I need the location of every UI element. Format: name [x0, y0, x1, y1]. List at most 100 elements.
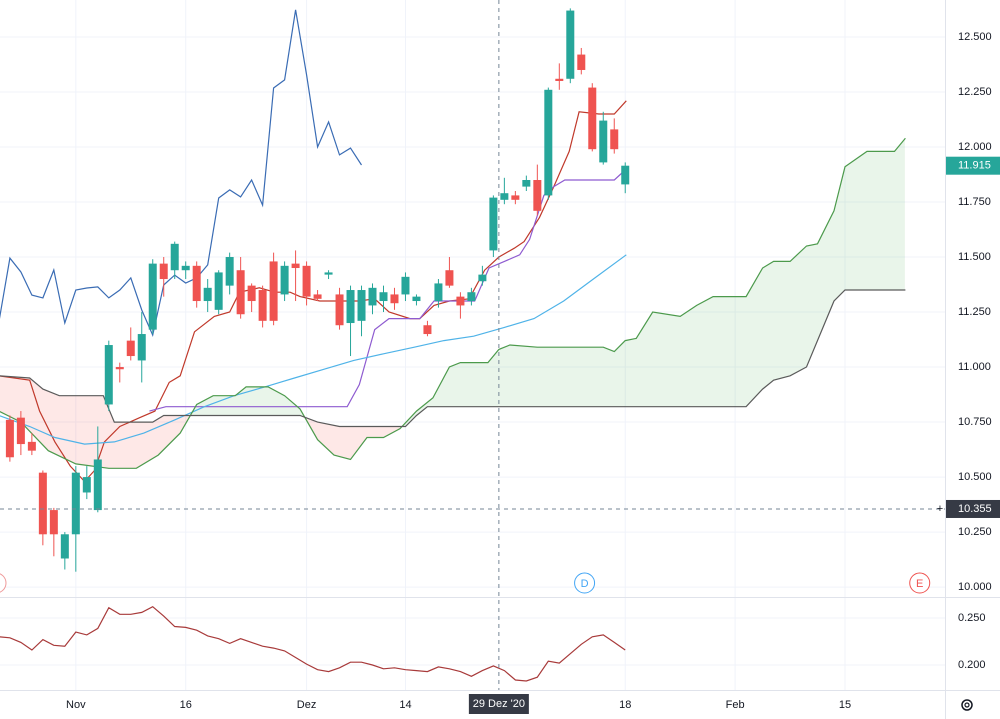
last-price-badge: [946, 156, 1000, 175]
candle-body: [313, 294, 322, 299]
candle-body: [60, 534, 69, 559]
y-tick-label: 11.500: [958, 251, 991, 263]
event-label: D: [581, 578, 589, 590]
x-tick-label: 14: [399, 699, 411, 711]
candle-body: [467, 292, 476, 302]
candle-body: [346, 290, 355, 324]
candle-body: [258, 290, 267, 321]
last-price-label: 11.915: [958, 160, 991, 172]
indicator-line: [0, 605, 626, 682]
crosshair-price-label: 10.355: [958, 503, 992, 515]
candle-body: [126, 340, 135, 357]
y-tick-label: 11.250: [958, 306, 991, 318]
crosshair-time-label: 29 Dez '20: [473, 698, 525, 710]
crosshair-plus: +: [937, 503, 943, 515]
x-tick-label: Nov: [66, 699, 86, 711]
x-tick-label: 16: [180, 699, 192, 711]
candle-body: [82, 477, 91, 493]
candle-body: [357, 290, 366, 321]
time-axis: Nov 16 Dez 14 18 Feb 15 M: [66, 699, 959, 711]
event-marker: [0, 573, 7, 593]
indicator-line: [0, 9, 363, 338]
event-label: E: [916, 578, 923, 590]
candle-body: [610, 129, 619, 150]
candle-body: [522, 180, 531, 187]
candle-body: [588, 87, 597, 150]
candle-body: [390, 294, 399, 304]
candle-body: [159, 263, 168, 280]
cloud-fill: [0, 290, 905, 469]
settings-icon[interactable]: [961, 699, 973, 711]
candle-body: [368, 287, 377, 306]
x-tick-label: 18: [619, 699, 631, 711]
indicator-line: [0, 137, 906, 469]
y-tick-label: 0.200: [958, 659, 986, 671]
candle-body: [49, 510, 58, 535]
candle-body: [489, 197, 498, 251]
candle-body: [148, 263, 157, 330]
gear-hub[interactable]: [964, 702, 970, 708]
candle-body: [203, 287, 212, 302]
y-tick-label: 10.250: [958, 526, 992, 538]
crosshair-price-badge: [946, 499, 1000, 518]
x-tick-label: Dez: [297, 699, 317, 711]
y-tick-label: 11.750: [958, 196, 991, 208]
candle-body: [5, 419, 14, 458]
candle-body: [104, 345, 113, 405]
x-tick-label: M: [950, 699, 959, 711]
candle-body: [269, 261, 278, 321]
candle-body: [115, 367, 124, 370]
candle-body: [533, 180, 542, 211]
y-tick-label: 11.000: [958, 361, 991, 373]
candle-body: [27, 441, 36, 451]
y-tick-label: 10.750: [958, 416, 992, 428]
candle-body: [577, 54, 586, 70]
candle-body: [423, 325, 432, 335]
y-tick-label: 10.500: [958, 471, 992, 483]
x-tick-label: 15: [839, 699, 851, 711]
candle-body: [401, 276, 410, 295]
y-tick-label: 12.000: [958, 141, 992, 153]
y-tick-label: 10.000: [958, 581, 992, 593]
candle-body: [137, 334, 146, 361]
indicator-line: [0, 100, 627, 483]
indicator-pane: [0, 598, 945, 690]
candle-body: [214, 272, 223, 310]
gear[interactable]: [961, 699, 973, 711]
x-tick-label: Feb: [726, 699, 745, 711]
indicator-line: [0, 254, 627, 445]
candle-body: [511, 195, 520, 200]
candle-body: [192, 265, 201, 302]
candle-body: [621, 165, 630, 185]
candle-body: [478, 274, 487, 282]
event-marker: [909, 572, 931, 594]
candle-body: [445, 270, 454, 286]
candle-body: [566, 10, 575, 79]
y-tick-label: 0.250: [958, 612, 986, 624]
candle-body: [412, 296, 421, 302]
candle-body: [280, 265, 289, 295]
indicator-line: [149, 168, 627, 412]
indicator-line: [0, 289, 906, 428]
candle-body: [181, 265, 190, 271]
candle-body: [170, 243, 179, 271]
event-marker: [574, 572, 596, 594]
candle-body: [93, 459, 102, 511]
candle-body: [500, 193, 509, 200]
candle-body: [335, 294, 344, 326]
candle-body: [456, 296, 465, 306]
candle-body: [302, 265, 311, 297]
candle-body: [599, 120, 608, 163]
candle-body: [225, 257, 234, 286]
candle-body: [247, 285, 256, 302]
cloud-fill: [0, 138, 905, 427]
candle-body: [291, 263, 300, 269]
price-axis: 12.500 12.250 12.000 11.750 11.500 11.250 11.0…: [946, 31, 1000, 671]
candle-body: [434, 283, 443, 302]
candle-body: [71, 472, 80, 535]
candle-body: [379, 292, 388, 302]
candle-body: [324, 272, 333, 275]
candle-body: [38, 472, 47, 535]
